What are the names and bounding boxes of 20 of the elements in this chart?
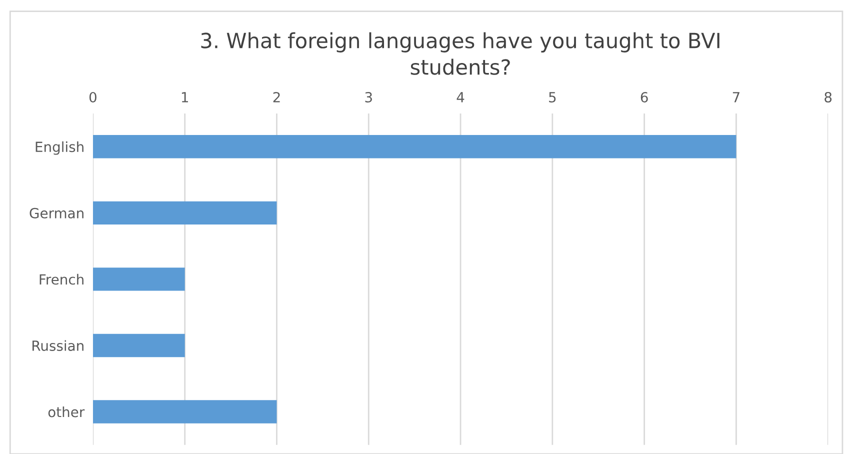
x-tick-label: 4 <box>456 92 464 102</box>
x-tick-label: 3 <box>365 92 372 102</box>
x-tick-label: 6 <box>640 92 648 102</box>
bar <box>92 135 736 158</box>
y-tick-label: English <box>36 141 84 155</box>
x-tick-label: 2 <box>273 92 280 102</box>
y-tick-label: French <box>40 274 84 285</box>
bar <box>92 334 185 358</box>
x-tick-label: 5 <box>549 92 556 102</box>
y-tick-label: other <box>48 406 85 418</box>
y-tick-label: Russian <box>32 340 84 351</box>
chart-title: 3. What foreign languages have you taught to BVI students? <box>201 32 720 75</box>
y-tick-label: German <box>30 208 84 218</box>
x-tick-label: 1 <box>182 92 188 102</box>
x-tick-label: 7 <box>732 92 740 102</box>
x-tick-label: 8 <box>824 92 832 102</box>
bar <box>92 268 185 291</box>
x-tick-label: 0 <box>89 92 96 102</box>
bar <box>92 400 277 424</box>
bar <box>92 201 277 225</box>
